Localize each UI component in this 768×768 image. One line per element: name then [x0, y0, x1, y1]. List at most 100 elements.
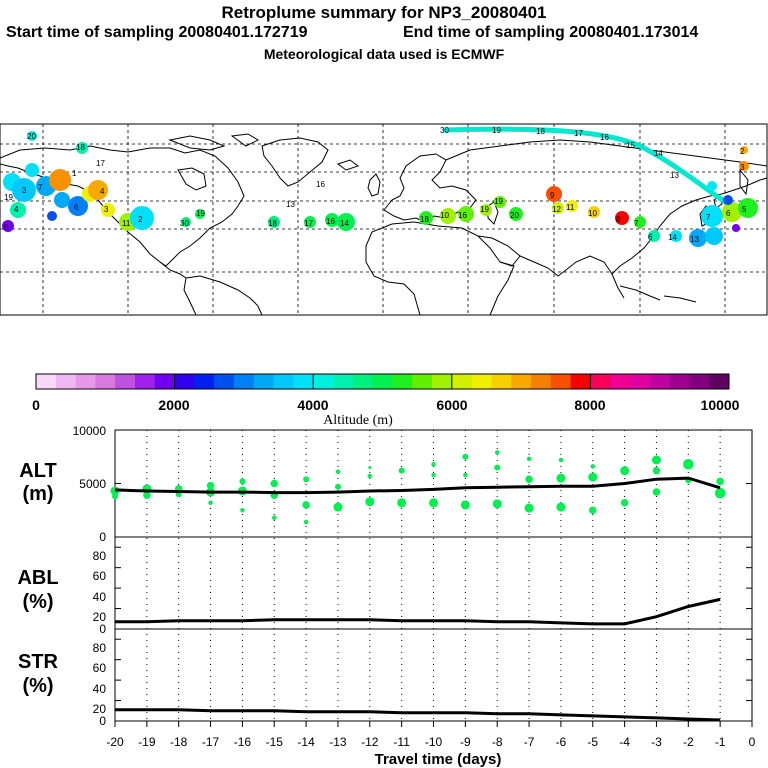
alt-scatter-point [334, 483, 341, 490]
alt-scatter-point [620, 499, 629, 507]
map-label: 11 [566, 203, 575, 212]
colorbar-cell [55, 374, 77, 389]
colorbar-axis-label: Altitude (m) [323, 413, 393, 428]
map-label: 16 [458, 211, 467, 220]
plume-marker [740, 146, 748, 154]
colorbar-frame [35, 373, 730, 390]
map-label: 18 [420, 215, 429, 224]
x-axis-label: Travel time (days) [375, 751, 502, 768]
colorbar-cell [531, 374, 552, 389]
x-tick-label: -8 [492, 735, 503, 749]
colorbar-cell [75, 374, 96, 389]
plume-marker [509, 207, 523, 221]
colorbar-cell [135, 374, 156, 389]
time-series-panels: 10000 5000 0 80 60 40 20 0 80 60 40 20 0… [17, 424, 755, 768]
alt-y-tick-labels: 10000 5000 0 [73, 424, 107, 544]
map-label: 5 [742, 205, 747, 214]
alt-scatter-point [589, 506, 597, 514]
map-label: 17 [574, 129, 583, 138]
abl-y-tick-labels: 80 60 40 20 0 [93, 549, 107, 636]
abl-y-tick-label: 60 [93, 569, 107, 583]
x-axis [114, 721, 753, 727]
abl-panel-unit: (%) [22, 591, 53, 613]
plume-marker [47, 211, 57, 221]
alt-scatter-point [303, 519, 309, 525]
str-panel-unit: (%) [22, 675, 53, 697]
colorbar-cell [234, 374, 255, 389]
alt-y-tick-label: 5000 [79, 477, 106, 491]
x-tick-label: -4 [619, 735, 630, 749]
y-axes [115, 429, 752, 722]
colorbar-cell [174, 374, 195, 389]
plume-marker [304, 216, 316, 228]
x-tick-label: -18 [170, 735, 188, 749]
plume-marker [337, 213, 355, 231]
world-map: 20 30 19 18 17 16 15 14 13 17 18 1 7 3 1… [0, 123, 768, 316]
alt-scatter-point [652, 466, 661, 475]
alt-scatter-point [429, 498, 438, 508]
map-label: 7 [634, 219, 639, 228]
map-label: 13 [690, 235, 699, 244]
alt-scatter-point [620, 466, 630, 476]
plume-marker [732, 224, 740, 232]
alt-scatter-point [558, 457, 564, 463]
colorbar-cell [630, 374, 651, 389]
map-label: 10 [440, 211, 449, 220]
plume-marker [480, 204, 492, 216]
map-label: 13 [286, 200, 295, 209]
x-tick-label: -11 [393, 735, 410, 749]
plume-marker [88, 180, 108, 200]
colorbar-cell [95, 374, 116, 389]
map-label: 30 [440, 126, 449, 135]
str-y-tick-labels: 80 60 40 20 0 [93, 641, 107, 728]
alt-scatter-point [460, 500, 470, 510]
alt-panel-label: ALT [19, 460, 56, 482]
plume-marker [588, 206, 600, 218]
x-tick-label: -13 [329, 735, 347, 749]
map-label: 14 [668, 233, 677, 242]
plume-marker [738, 198, 758, 218]
map-label: 15 [626, 141, 635, 150]
map-label: 14 [654, 149, 663, 158]
str-y-tick-label: 0 [99, 714, 106, 728]
page-title: Retroplume summary for NP3_20080401 [221, 3, 547, 22]
colorbar-cell [570, 374, 591, 389]
str-panel-label: STR [18, 651, 59, 673]
panel-labels: ALT (m) ABL (%) STR (%) [17, 460, 58, 697]
map-label: 16 [600, 133, 609, 142]
alt-scatter-point [240, 508, 245, 513]
alt-scatter-point [302, 501, 310, 509]
map-label: 2 [740, 147, 745, 156]
map-day-labels: 20 30 19 18 17 16 15 14 13 17 18 1 7 3 1… [4, 126, 747, 244]
colorbar-cell [649, 374, 671, 389]
colorbar: 0 2000 4000 6000 8000 10000 Altitude (m) [32, 373, 740, 428]
map-label: 9 [550, 191, 555, 200]
x-tick-label: -5 [587, 735, 598, 749]
plume-marker [49, 169, 71, 191]
plume-marker [419, 211, 433, 225]
alt-scatter-point [524, 503, 534, 513]
plume-marker [701, 205, 723, 227]
plume-marker [101, 203, 115, 217]
plume-marker [494, 196, 506, 208]
colorbar-cell [194, 374, 215, 389]
plume-marker [181, 217, 191, 227]
abl-y-tick-label: 0 [99, 622, 106, 636]
x-tick-label: -1 [715, 735, 726, 749]
colorbar-cell [313, 374, 334, 389]
map-label: 2 [138, 215, 143, 224]
colorbar-cell [333, 374, 354, 389]
str-y-tick-label: 60 [93, 661, 107, 675]
alt-scatter-point [398, 467, 405, 474]
map-label: 4 [14, 205, 19, 214]
colorbar-cell [471, 374, 492, 389]
map-label: 6 [648, 233, 653, 242]
colorbar-cell [451, 374, 473, 389]
colorbar-cell [689, 374, 710, 389]
alt-scatter-point [651, 455, 661, 465]
colorbar-cell [550, 374, 572, 389]
colorbar-cell [214, 374, 235, 389]
plume-marker [634, 216, 646, 228]
x-tick-label: -10 [425, 735, 443, 749]
colorbar-tick-label: 6000 [436, 397, 467, 413]
